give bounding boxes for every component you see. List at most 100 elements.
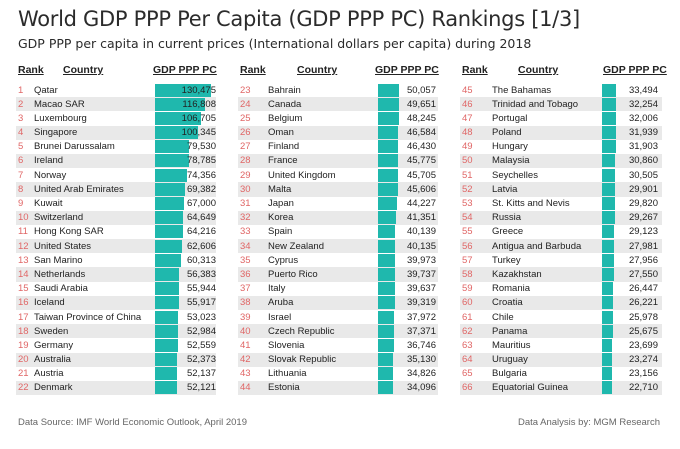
country-label: Finland bbox=[268, 141, 300, 153]
rank-label: 37 bbox=[240, 283, 251, 295]
table-row: 65 Bulgaria 23,156 bbox=[460, 367, 662, 381]
value-bar bbox=[602, 211, 615, 225]
value-bar bbox=[602, 310, 614, 324]
value-bar bbox=[378, 324, 395, 338]
value-bar bbox=[155, 140, 190, 154]
country-label: Cyprus bbox=[268, 254, 299, 266]
table-row: 20 Australia 52,373 bbox=[16, 352, 216, 367]
value-bar bbox=[155, 282, 179, 296]
country-label: Czech Republic bbox=[268, 325, 335, 337]
table-row: 5 Brunei Darussalam 79,530 bbox=[16, 140, 216, 154]
value-label: 29,820 bbox=[628, 198, 658, 209]
table-row: 30 Malta 45,606 bbox=[238, 182, 438, 197]
table-row: 34 New Zealand 40,135 bbox=[238, 239, 438, 254]
value-bar bbox=[378, 126, 398, 140]
value-label: 78,785 bbox=[186, 155, 216, 167]
value-label: 29,901 bbox=[628, 183, 658, 195]
country-header: Country bbox=[518, 64, 559, 76]
rank-label: 38 bbox=[240, 297, 251, 309]
country-label: Netherlands bbox=[34, 268, 86, 280]
value-bar bbox=[378, 140, 398, 154]
value-bar bbox=[378, 381, 393, 395]
table-row: 58 Kazakhstan 27,550 bbox=[460, 267, 662, 282]
country-label: Oman bbox=[268, 127, 294, 139]
country-label: Taiwan Province of China bbox=[34, 311, 142, 323]
rank-label: 64 bbox=[462, 354, 473, 366]
value-label: 52,559 bbox=[186, 339, 216, 351]
value-bar bbox=[602, 338, 613, 352]
value-bar bbox=[378, 310, 395, 324]
ranking-rows: 23 Bahrain 50,057 24 Canada 49,651 25 Belgium 48… bbox=[238, 83, 438, 396]
rank-label: 6 bbox=[18, 155, 24, 167]
value-label: 27,981 bbox=[628, 240, 658, 252]
table-row: 3 Luxembourg 106,705 bbox=[16, 111, 216, 125]
value-bar bbox=[155, 168, 187, 182]
rank-label: 58 bbox=[462, 268, 473, 280]
rank-label: 4 bbox=[18, 127, 24, 139]
value-label: 40,135 bbox=[406, 240, 436, 252]
table-row: 38 Aruba 39,319 bbox=[238, 295, 438, 310]
data-analysis-credit: Data Analysis by: MGM Research bbox=[517, 417, 660, 428]
value-bar bbox=[155, 211, 183, 225]
table-row: 35 Cyprus 39,973 bbox=[238, 253, 438, 267]
rank-label: 54 bbox=[462, 212, 473, 224]
value-bar bbox=[602, 140, 616, 154]
country-label: Ireland bbox=[34, 155, 64, 167]
value-bar bbox=[155, 154, 189, 168]
value-label: 45,775 bbox=[406, 155, 436, 167]
rank-label: 57 bbox=[462, 254, 473, 266]
value-label: 33,494 bbox=[628, 84, 658, 96]
table-row: 50 Malaysia 30,860 bbox=[460, 153, 662, 169]
value-label: 69,382 bbox=[186, 183, 216, 195]
country-label: Spain bbox=[268, 226, 293, 238]
table-row: 46 Trinidad and Tobago 32,254 bbox=[460, 97, 662, 112]
rank-label: 16 bbox=[18, 297, 29, 309]
table-row: 48 Poland 31,939 bbox=[460, 125, 662, 140]
value-label: 23,156 bbox=[628, 368, 658, 380]
rank-label: 11 bbox=[18, 226, 28, 238]
rank-label: 49 bbox=[462, 141, 473, 153]
table-row: 39 Israel 37,972 bbox=[238, 310, 438, 324]
country-label: Turkey bbox=[492, 254, 521, 266]
value-bar bbox=[602, 296, 614, 310]
country-label: Poland bbox=[492, 127, 522, 139]
rank-label: 63 bbox=[462, 339, 473, 351]
rank-label: 56 bbox=[462, 240, 473, 252]
value-bar bbox=[378, 253, 396, 267]
value-label: 45,705 bbox=[406, 169, 436, 181]
country-label: Bahrain bbox=[268, 84, 301, 96]
value-label: 79,530 bbox=[186, 141, 216, 153]
country-label: Norway bbox=[34, 169, 67, 181]
value-label: 52,137 bbox=[186, 368, 216, 380]
value-bar bbox=[155, 338, 178, 352]
table-row: 54 Russia 29,267 bbox=[460, 210, 662, 225]
table-row: 66 Equatorial Guinea 22,710 bbox=[460, 380, 662, 396]
value-bar bbox=[155, 197, 184, 210]
rank-label: 5 bbox=[18, 141, 24, 153]
rank-label: 66 bbox=[462, 382, 473, 394]
value-label: 52,121 bbox=[186, 382, 216, 394]
table-row: 1 Qatar 130,475 bbox=[16, 83, 216, 97]
value-label: 26,221 bbox=[628, 297, 658, 309]
value-label: 60,313 bbox=[186, 254, 216, 266]
value-label: 30,505 bbox=[628, 169, 658, 181]
rank-label: 51 bbox=[462, 169, 473, 181]
rank-label: 31 bbox=[240, 198, 251, 209]
table-row: 44 Estonia 34,096 bbox=[238, 380, 438, 396]
table-row: 49 Hungary 31,903 bbox=[460, 140, 662, 154]
country-label: Equatorial Guinea bbox=[492, 382, 569, 394]
country-label: United States bbox=[34, 240, 92, 252]
value-bar bbox=[155, 111, 201, 125]
value-bar bbox=[155, 381, 178, 395]
value-label: 106,705 bbox=[181, 112, 216, 124]
country-label: Panama bbox=[492, 325, 528, 337]
value-label: 31,939 bbox=[628, 127, 658, 139]
table-row: 23 Bahrain 50,057 bbox=[238, 83, 438, 97]
value-label: 40,139 bbox=[406, 226, 436, 238]
value-bar bbox=[378, 353, 394, 367]
rank-label: 45 bbox=[462, 84, 473, 96]
table-row: 57 Turkey 27,956 bbox=[460, 253, 662, 267]
value-bar bbox=[602, 324, 614, 338]
country-label: Singapore bbox=[34, 127, 78, 139]
value-bar bbox=[602, 154, 616, 168]
